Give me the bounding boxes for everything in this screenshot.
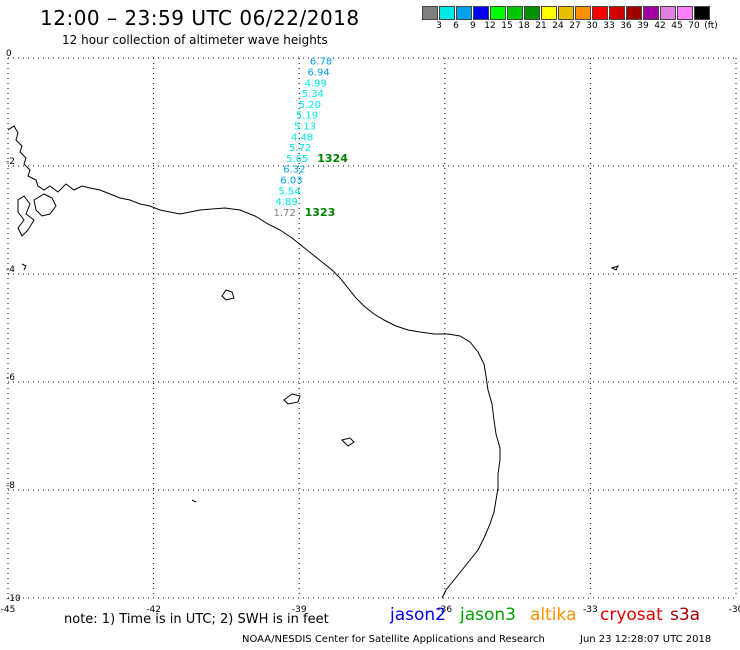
legend-label: 15 [501,21,513,31]
legend-swatch [541,6,557,20]
legend-swatch [609,6,625,20]
island-sea-2 [283,393,301,405]
generated-timestamp: Jun 23 12:28:07 UTC 2018 [580,634,712,645]
track-pass-label: 1323 [305,206,336,219]
wave-height-reading: 4.48 [291,132,313,143]
island-sea-1 [221,289,235,301]
legend-swatch [660,6,676,20]
island-sea-4 [191,499,197,503]
legend-swatch [473,6,489,20]
map-grid [7,57,737,599]
legend-label: 12 [484,21,496,31]
coastline-path [7,125,501,599]
legend-swatch [575,6,591,20]
lon-tick-label: -45 [1,605,16,615]
wave-height-reading: 1.72 [274,208,296,219]
legend-swatch [643,6,659,20]
wave-height-reading: 6.03 [280,176,302,187]
legend-label: 45 [671,21,683,31]
altimeter-tracks: 6.786.944.995.345.205.195.134.485.725.65… [274,57,349,219]
legend-swatch [456,6,472,20]
map-subtitle: 12 hour collection of altimeter wave hei… [62,33,328,47]
legend-swatch [507,6,523,20]
legend-label: 36 [620,21,632,31]
legend-label: 39 [637,21,649,31]
wave-height-reading: 5.65 [286,154,308,165]
legend-label: (ft) [704,21,718,31]
legend-color-boxes [422,6,711,20]
wave-height-reading: 5.13 [294,122,316,133]
lat-tick-label: 0 [6,49,12,59]
wave-height-reading: 5.20 [299,100,321,111]
legend-label: 21 [535,21,547,31]
satellite-name: jason2 [390,605,446,625]
legend-label: 6 [453,21,459,31]
legend-swatch [439,6,455,20]
lat-tick-label: -6 [6,373,15,383]
map-title: 12:00 – 23:59 UTC 06/22/2018 [40,6,360,30]
island-sea-3 [341,437,355,447]
legend-label: 9 [470,21,476,31]
legend-swatch [694,6,710,20]
island-left-small [21,263,27,271]
wave-height-reading: 5.72 [289,143,311,154]
wave-height-reading: 6.32 [283,165,305,176]
legend-label: 27 [569,21,581,31]
coastline [7,125,619,599]
wave-height-reading: 4.99 [305,78,327,89]
satellite-name: jason3 [460,605,516,625]
legend-labels: 3 6 9 12 15 18 21 24 27 30 33 36 39 42 45 70 (ft) [422,20,718,34]
legend-label: 24 [552,21,564,31]
wave-height-reading: 6.94 [307,68,329,79]
legend-label: 33 [603,21,615,31]
lon-tick-label: -42 [146,605,161,615]
legend-label: 70 [688,21,700,31]
island-sea-5 [610,265,619,271]
satellite-name: altika [530,605,577,625]
legend-swatch [558,6,574,20]
axis-tick-labels: -45 -42 -39 -36 -33 -30 0 -2 -4 -6 -8 -10 [1,49,740,615]
legend-swatch [422,6,438,20]
legend-swatch [677,6,693,20]
lon-tick-label: -39 [292,605,307,615]
lat-tick-label: -4 [6,265,15,275]
legend-label: 18 [518,21,530,31]
legend-label: 30 [586,21,598,31]
wave-height-reading: 6.78 [310,57,332,68]
legend-swatch [490,6,506,20]
wave-height-reading: 5.19 [296,111,318,122]
legend-swatch [524,6,540,20]
legend-swatch [626,6,642,20]
lon-tick-label: -30 [729,605,740,615]
satellite-name: s3a [670,605,701,625]
legend-label: 42 [654,21,666,31]
legend-label: 3 [436,21,442,31]
lon-tick-label: -33 [583,605,598,615]
footer-note: note: 1) Time is in UTC; 2) SWH is in fe… [64,612,329,627]
island-left-bay [33,193,57,217]
island-left-cluster [17,195,35,237]
wave-height-reading: 4.89 [275,197,297,208]
wave-height-reading: 5.34 [302,89,324,100]
satellite-name: cryosat [600,605,663,625]
wave-height-reading: 5.54 [278,186,300,197]
lon-tick-label: -36 [437,605,452,615]
legend-swatch [592,6,608,20]
lat-tick-label: -2 [6,157,15,167]
credit-line: NOAA/NESDIS Center for Satellite Applica… [242,634,545,645]
lat-tick-label: -8 [6,481,15,491]
lat-tick-label: -10 [6,594,21,604]
track-pass-label: 1324 [317,152,348,165]
color-legend: 3 6 9 12 15 18 21 24 27 30 33 36 39 42 45 70 (ft) [422,6,718,34]
